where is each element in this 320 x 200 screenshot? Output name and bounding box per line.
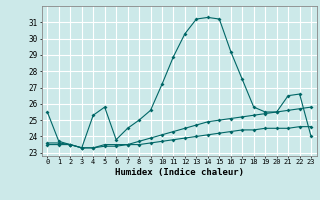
X-axis label: Humidex (Indice chaleur): Humidex (Indice chaleur) [115, 168, 244, 177]
